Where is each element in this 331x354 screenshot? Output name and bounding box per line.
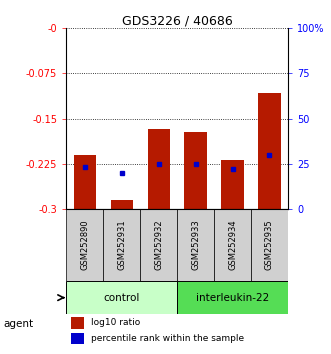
Bar [148,130,170,209]
Text: GSM252935: GSM252935 [265,220,274,270]
Text: agent: agent [3,319,33,329]
Bar [140,209,177,281]
Bar [177,281,288,314]
Bar [71,317,84,329]
Text: interleukin-22: interleukin-22 [196,293,269,303]
Text: percentile rank within the sample: percentile rank within the sample [91,334,244,343]
Bar [251,209,288,281]
Text: GSM252932: GSM252932 [154,220,163,270]
Bar [66,281,177,314]
Title: GDS3226 / 40686: GDS3226 / 40686 [122,14,232,27]
Bar [66,209,103,281]
Text: GSM252890: GSM252890 [80,220,89,270]
Bar [103,209,140,281]
Bar [214,209,251,281]
Text: GSM252933: GSM252933 [191,220,200,270]
Bar [184,132,207,209]
Text: GSM252931: GSM252931 [117,220,126,270]
Bar [177,209,214,281]
Bar [111,200,133,209]
Bar [259,93,281,209]
Bar [73,155,96,209]
Bar [71,333,84,344]
Text: log10 ratio: log10 ratio [91,319,140,327]
Text: control: control [104,293,140,303]
Bar [221,160,244,209]
Text: GSM252934: GSM252934 [228,220,237,270]
